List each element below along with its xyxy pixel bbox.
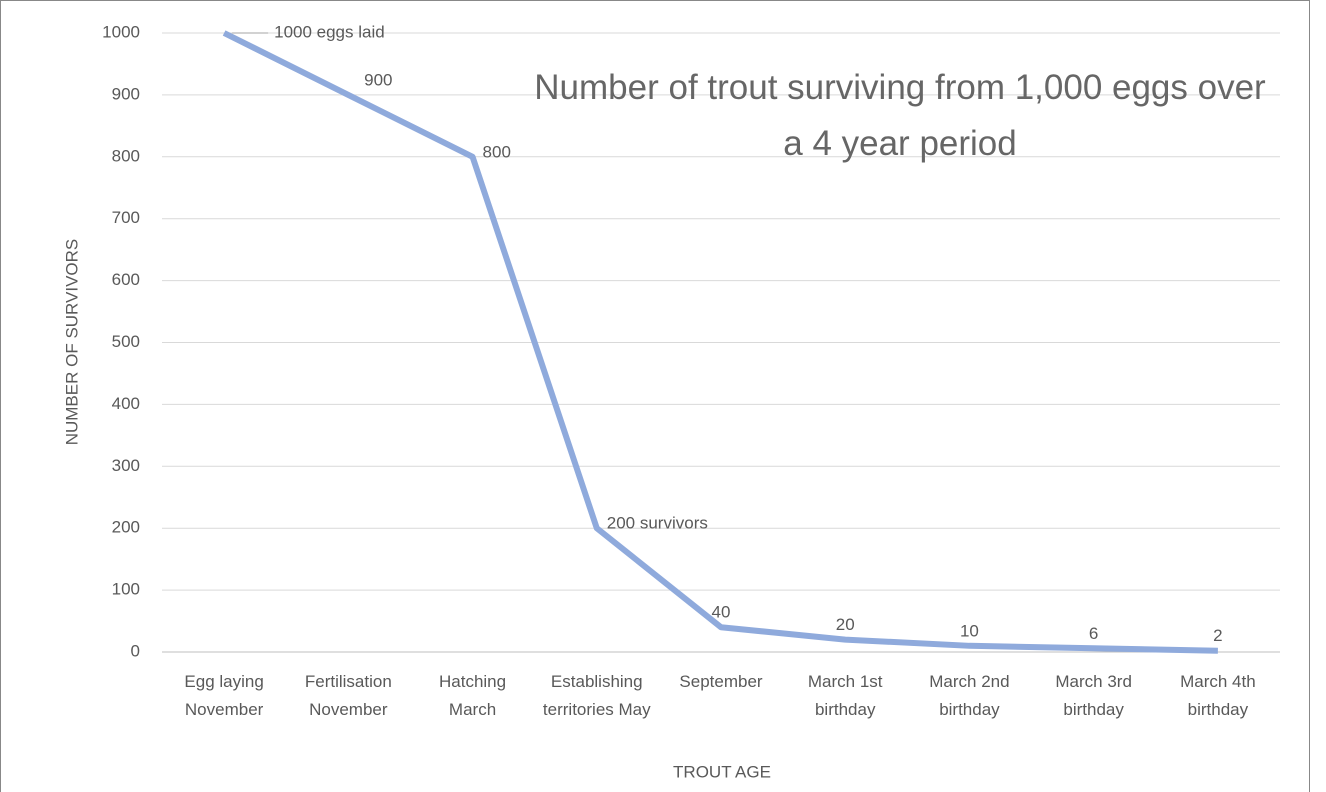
y-tick-label: 800 — [112, 146, 140, 165]
x-tick-label: September — [679, 672, 763, 691]
data-label: 6 — [1089, 624, 1098, 643]
y-tick-label: 100 — [112, 580, 140, 599]
y-axis-title: NUMBER OF SURVIVORS — [62, 239, 81, 446]
x-tick-label: Establishing territories May — [542, 672, 651, 719]
y-tick-label: 900 — [112, 84, 140, 103]
y-tick-label: 700 — [112, 208, 140, 227]
data-label: 10 — [960, 621, 979, 640]
y-tick-label: 1000 — [102, 22, 140, 41]
data-label: 900 — [364, 70, 392, 89]
data-label: 20 — [836, 615, 855, 634]
y-tick-label: 600 — [112, 270, 140, 289]
x-tick-label: Egg laying November — [184, 672, 264, 719]
line — [222, 30, 1218, 654]
x-tick-label: March 1st birthday — [807, 672, 883, 719]
chart-title: Number of trout surviving from 1,000 egg… — [534, 68, 1266, 163]
x-tick-label: March 2nd birthday — [929, 672, 1010, 719]
data-label: 1000 eggs laid — [274, 22, 385, 41]
y-tick-label: 500 — [112, 332, 140, 351]
y-tick-label: 0 — [131, 641, 140, 660]
x-tick-label: Fertilisation November — [304, 672, 392, 719]
y-tick-label: 200 — [112, 518, 140, 537]
y-tick-label: 400 — [112, 394, 140, 413]
data-label: 800 — [483, 142, 511, 161]
x-axis-title: TROUT AGE — [673, 762, 771, 781]
x-tick-label: March 4th birthday — [1180, 672, 1256, 719]
x-tick-label: Hatching March — [438, 672, 507, 719]
data-label: 40 — [712, 603, 731, 622]
data-label: 200 survivors — [607, 514, 708, 533]
data-label: 2 — [1213, 626, 1222, 645]
x-tick-label: March 3rd birthday — [1055, 672, 1132, 719]
y-tick-label: 300 — [112, 456, 140, 475]
